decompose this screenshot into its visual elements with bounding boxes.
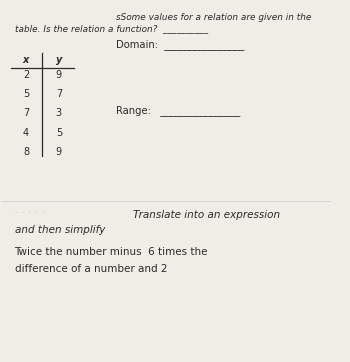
Text: and then simplify: and then simplify: [14, 225, 105, 235]
Text: 5: 5: [56, 128, 62, 138]
Text: 7: 7: [56, 89, 62, 99]
Text: difference of a number and 2: difference of a number and 2: [14, 264, 167, 274]
Text: 5: 5: [23, 89, 29, 99]
Text: sSome values for a relation are given in the: sSome values for a relation are given in…: [116, 13, 312, 22]
Text: 9: 9: [56, 70, 62, 80]
Text: table. Is the relation a function?  __________: table. Is the relation a function? _____…: [14, 24, 208, 33]
Text: 3: 3: [56, 109, 62, 118]
Text: x: x: [23, 55, 29, 64]
Text: y: y: [56, 55, 62, 64]
Text: 7: 7: [23, 109, 29, 118]
Text: 9: 9: [56, 147, 62, 157]
Text: Domain:  ________________: Domain: ________________: [116, 39, 245, 50]
Text: Range:   ________________: Range: ________________: [116, 106, 240, 117]
Text: ·  ·  ·  ·  ·: · · · · ·: [14, 210, 44, 216]
Text: 8: 8: [23, 147, 29, 157]
Text: 4: 4: [23, 128, 29, 138]
Text: 2: 2: [23, 70, 29, 80]
Text: Translate into an expression: Translate into an expression: [133, 210, 280, 220]
Text: Twice the number minus  6 times the: Twice the number minus 6 times the: [14, 248, 208, 257]
